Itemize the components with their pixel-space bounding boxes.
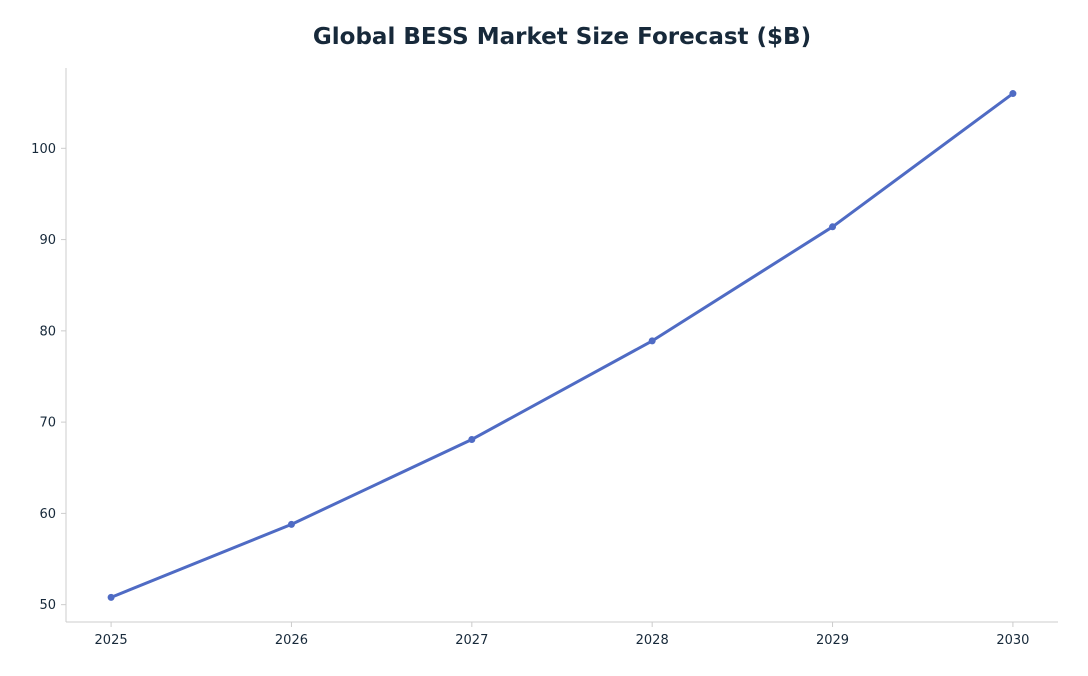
data-point: [648, 337, 656, 345]
x-tick-label: 2027: [455, 633, 488, 648]
y-tick-label: 60: [39, 507, 56, 522]
series-line: [109, 92, 1015, 599]
x-tick-label: 2025: [95, 633, 128, 648]
x-tick-label: 2028: [636, 633, 669, 648]
y-tick-label: 80: [39, 324, 56, 339]
x-tick-label: 2026: [275, 633, 308, 648]
y-axis-ticks: 50 60 70 80 90 100: [31, 142, 66, 613]
y-tick-label: 50: [39, 598, 56, 613]
axes: [65, 68, 1058, 623]
data-point: [1009, 90, 1017, 98]
y-tick-label: 100: [31, 142, 56, 157]
data-point: [468, 435, 476, 443]
x-axis-ticks: 2025 2026 2027 2028 2029 2030: [95, 622, 1029, 648]
chart-title: Global BESS Market Size Forecast ($B): [312, 24, 812, 50]
data-point: [287, 520, 295, 528]
data-point: [107, 593, 115, 601]
x-tick-label: 2029: [816, 633, 849, 648]
x-tick-label: 2030: [996, 633, 1029, 648]
series-group: [107, 90, 1017, 601]
y-tick-label: 70: [39, 416, 56, 431]
data-point: [829, 223, 837, 231]
y-tick-label: 90: [39, 233, 56, 248]
